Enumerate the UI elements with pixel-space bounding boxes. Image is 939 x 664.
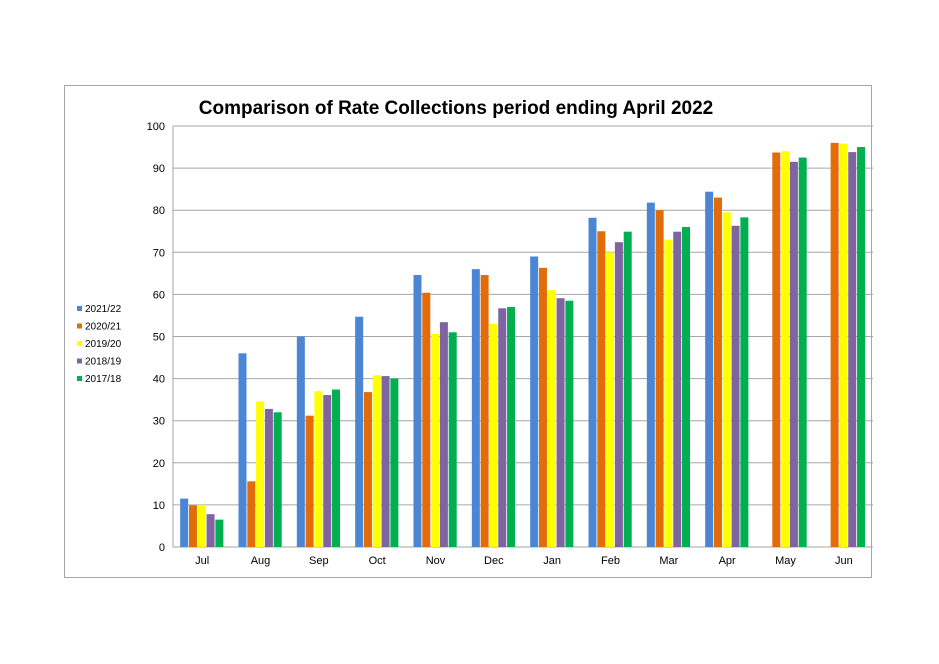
x-tick-label: Jul	[195, 555, 209, 567]
bar	[606, 252, 615, 548]
bar	[781, 151, 790, 547]
bar	[614, 242, 623, 548]
x-tick-label: Jan	[543, 555, 561, 567]
bar	[556, 298, 565, 547]
bar	[206, 514, 215, 547]
bar	[314, 391, 323, 547]
bar	[448, 332, 457, 547]
legend-label: 2017/18	[85, 374, 122, 385]
y-axis-ticks: 0 10 20 30 40 50 60 70 80 90 100	[147, 121, 165, 554]
bar	[646, 202, 655, 547]
bar	[273, 412, 282, 547]
bar	[489, 323, 498, 547]
legend-swatch	[77, 341, 82, 346]
x-tick-label: Dec	[484, 555, 504, 567]
bar	[538, 267, 547, 547]
x-tick-label: Oct	[369, 555, 386, 567]
x-tick-label: Sep	[309, 555, 329, 567]
bar	[705, 191, 714, 547]
bar	[664, 239, 673, 548]
bar	[197, 504, 206, 547]
bar	[180, 498, 189, 547]
chart-title: Comparison of Rate Collections period en…	[199, 98, 713, 119]
bar	[722, 212, 731, 547]
x-tick-label: Feb	[601, 555, 620, 567]
legend-swatch	[77, 306, 82, 311]
gridlines	[172, 125, 873, 548]
x-tick-label: Aug	[251, 555, 271, 567]
y-tick-label: 60	[153, 289, 165, 301]
x-tick-label: Apr	[719, 555, 736, 567]
bar	[431, 333, 440, 547]
bar	[422, 292, 431, 547]
bar	[507, 307, 516, 547]
bar	[247, 481, 256, 547]
bar	[471, 269, 480, 547]
bars	[180, 142, 866, 548]
bar	[597, 231, 606, 547]
y-tick-label: 10	[153, 500, 165, 512]
x-axis-ticks: Jul Aug Sep Oct Nov Dec Jan Feb Mar Apr May Jun	[195, 555, 853, 567]
bar	[215, 519, 224, 547]
bar	[363, 392, 372, 547]
y-tick-label: 40	[153, 374, 165, 386]
legend: 2021/22 2020/21 2019/20 2018/19 2017/18	[77, 304, 122, 385]
bar	[188, 505, 197, 547]
legend-label: 2020/21	[85, 322, 122, 333]
bar	[588, 217, 597, 547]
bar	[682, 227, 691, 548]
y-tick-label: 90	[153, 163, 165, 175]
legend-swatch	[77, 358, 82, 364]
legend-swatch	[77, 376, 82, 381]
y-tick-label: 0	[159, 542, 165, 554]
y-tick-label: 50	[153, 332, 165, 344]
bar	[355, 316, 364, 547]
bar	[296, 336, 305, 547]
y-tick-label: 80	[153, 205, 165, 217]
bar	[830, 142, 839, 547]
bar	[731, 225, 740, 548]
x-tick-label: Jun	[835, 555, 853, 567]
bar	[381, 376, 390, 547]
bar-chart: Comparison of Rate Collections period en…	[77, 98, 873, 567]
bar	[713, 197, 722, 547]
bar	[530, 256, 539, 547]
bar	[332, 389, 341, 547]
x-tick-label: Nov	[426, 555, 446, 567]
bar	[323, 395, 332, 547]
bar	[772, 152, 781, 547]
bar	[547, 290, 556, 547]
bar	[740, 217, 749, 547]
bar	[498, 308, 507, 547]
bar	[848, 152, 857, 547]
legend-label: 2021/22	[85, 304, 122, 315]
bar	[655, 210, 664, 547]
bar	[305, 415, 314, 547]
legend-swatch	[77, 323, 82, 329]
bar	[439, 322, 448, 547]
bar	[789, 161, 798, 547]
y-tick-label: 70	[153, 247, 165, 259]
bar	[413, 275, 422, 547]
bar	[623, 231, 632, 547]
bar	[238, 353, 247, 547]
legend-label: 2018/19	[85, 357, 122, 368]
legend-label: 2019/20	[85, 339, 122, 350]
bar	[839, 143, 848, 547]
bar	[256, 401, 265, 547]
bar	[390, 378, 399, 547]
bar	[565, 300, 574, 547]
x-tick-label: May	[775, 555, 796, 567]
bar	[798, 157, 807, 547]
y-tick-label: 20	[153, 458, 165, 470]
bar	[372, 375, 381, 547]
x-tick-label: Mar	[659, 555, 678, 567]
bar	[480, 275, 489, 547]
chart-frame: Comparison of Rate Collections period en…	[64, 85, 873, 578]
y-tick-label: 100	[147, 121, 165, 133]
bar	[673, 231, 682, 547]
bar	[264, 408, 273, 547]
y-tick-label: 30	[153, 416, 165, 428]
bar	[857, 147, 866, 548]
